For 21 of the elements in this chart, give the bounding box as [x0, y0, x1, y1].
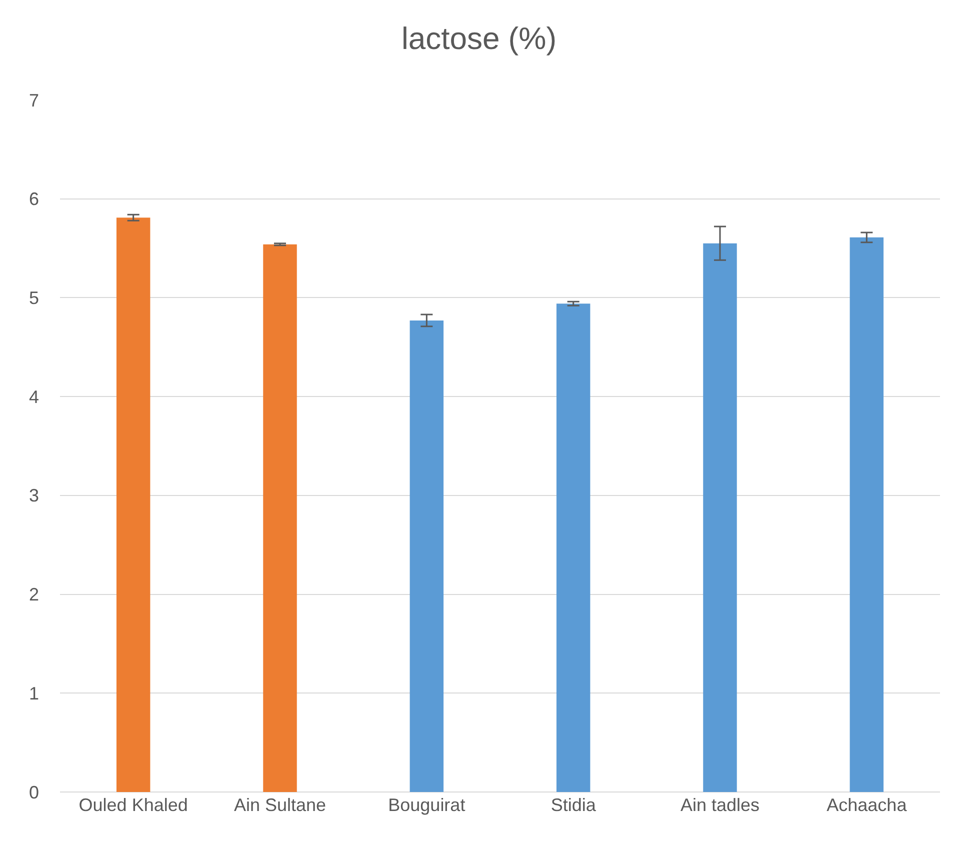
y-tick-label: 5 — [28, 288, 39, 308]
y-tick-label: 0 — [28, 782, 39, 802]
bar — [116, 218, 150, 792]
bar — [850, 237, 884, 792]
x-tick-label: Achaacha — [826, 795, 908, 815]
bar — [556, 304, 590, 792]
y-tick-label: 7 — [28, 90, 39, 110]
x-tick-label: Bouguirat — [388, 795, 466, 815]
y-tick-label: 3 — [28, 486, 39, 506]
bar — [703, 243, 737, 792]
bar — [410, 320, 444, 792]
bar — [263, 244, 297, 792]
x-tick-label: Stidia — [550, 795, 597, 815]
y-tick-label: 1 — [28, 683, 39, 704]
y-tick-label: 4 — [28, 386, 39, 407]
x-tick-label: Ain Sultane — [234, 795, 326, 815]
y-tick-label: 2 — [28, 584, 39, 605]
x-tick-label: Ain tadles — [680, 795, 760, 815]
chart-title: lactose (%) — [401, 21, 557, 56]
y-tick-label: 6 — [28, 189, 39, 210]
x-tick-label: Ouled Khaled — [78, 795, 188, 815]
